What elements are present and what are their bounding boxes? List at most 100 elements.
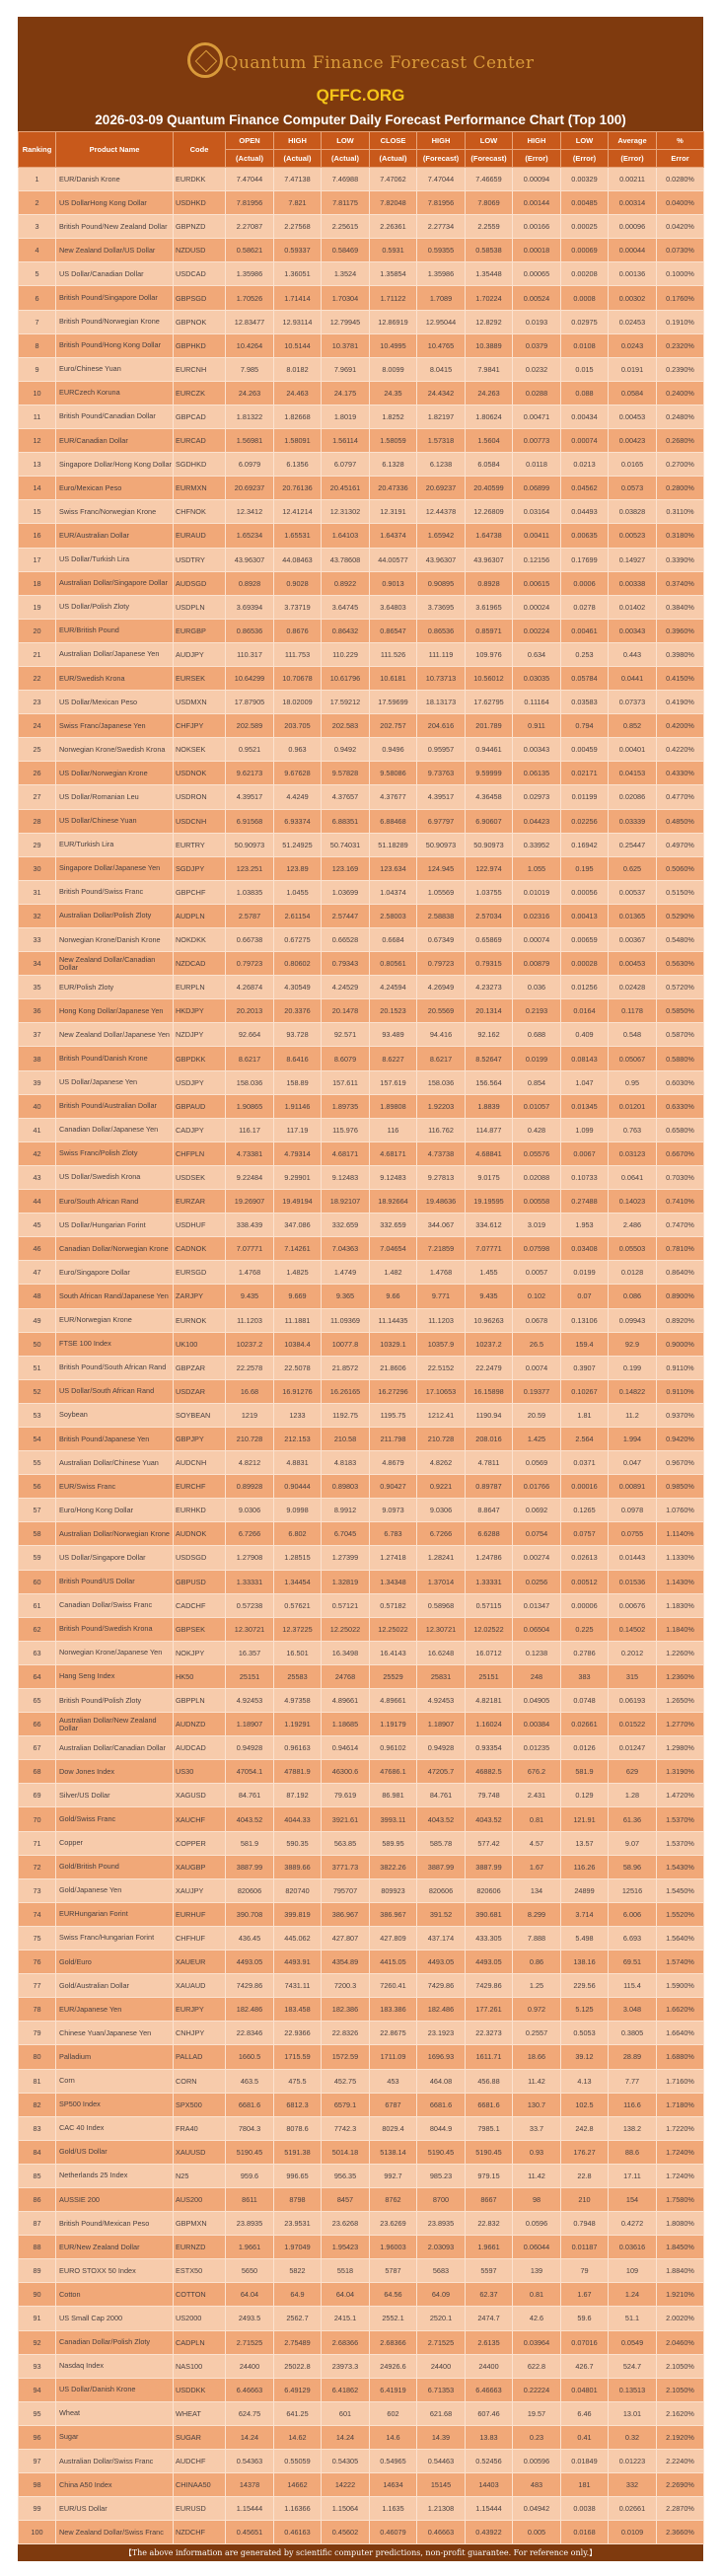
cell-close-actual: 0.46079 xyxy=(369,2520,417,2545)
cell-low-error: 0.10733 xyxy=(560,1164,609,1191)
cell-low-forecast: 7.07771 xyxy=(465,1236,513,1262)
cell-percent-error: 2.2240% xyxy=(656,2448,704,2474)
cell-low-error: 0.10267 xyxy=(560,1378,609,1404)
cell-open-actual: 10.64299 xyxy=(225,665,274,692)
cell-high-error: 0.07598 xyxy=(512,1236,561,1262)
cell-open-actual: 1.81322 xyxy=(225,404,274,430)
cell-product-name: Canadian Dollar/Japanese Yen xyxy=(55,1117,174,1142)
cell-low-actual: 8.6079 xyxy=(321,1046,370,1071)
cell-close-actual: 4.89661 xyxy=(369,1687,417,1714)
cell-product-name: US Dollar/Singapore Dollar xyxy=(55,1545,174,1571)
cell-high-actual: 820740 xyxy=(273,1877,322,1903)
cell-close-actual: 47686.1 xyxy=(369,1759,417,1785)
cell-high-actual: 117.19 xyxy=(273,1117,322,1142)
cell-code: EURZAR xyxy=(173,1189,226,1214)
cell-average-error: 0.01443 xyxy=(608,1545,657,1571)
cell-low-forecast: 1.16024 xyxy=(465,1712,513,1737)
cell-high-forecast: 1.4768 xyxy=(416,1260,466,1286)
cell-code: HK50 xyxy=(173,1663,226,1690)
cell-product-name: Norwegian Krone/Japanese Yen xyxy=(55,1640,174,1665)
cell-high-actual: 0.90444 xyxy=(273,1474,322,1500)
cell-code: FRA40 xyxy=(173,2115,226,2141)
cell-percent-error: 0.4190% xyxy=(656,690,704,715)
cell-product-name: British Pound/Danish Krone xyxy=(55,1046,174,1071)
table-row: 18 Australian Dollar/Singapore Dollar AUDS… xyxy=(18,570,704,596)
cell-close-actual: 10.4995 xyxy=(369,332,417,358)
cell-rank: 95 xyxy=(18,2400,56,2426)
cell-average-error: 0.01365 xyxy=(608,903,657,929)
cell-product-name: Wheat xyxy=(55,2400,174,2426)
cell-rank: 25 xyxy=(18,737,56,763)
cell-close-actual: 1.8252 xyxy=(369,404,417,430)
cell-high-error: 0.00773 xyxy=(512,428,561,454)
cell-close-actual: 1.64374 xyxy=(369,523,417,549)
cell-product-name: Euro/Singapore Dollar xyxy=(55,1260,174,1286)
cell-high-error: 0.93 xyxy=(512,2139,561,2165)
cell-percent-error: 0.5870% xyxy=(656,1022,704,1048)
cell-open-actual: 1.18907 xyxy=(225,1712,274,1737)
cell-high-actual: 22.5078 xyxy=(273,1355,322,1380)
cell-percent-error: 1.7240% xyxy=(656,2163,704,2188)
cell-open-actual: 182.486 xyxy=(225,1997,274,2023)
cell-high-actual: 23.9531 xyxy=(273,2211,322,2237)
cell-rank: 20 xyxy=(18,618,56,643)
cell-percent-error: 1.5430% xyxy=(656,1854,704,1879)
cell-open-actual: 7.07771 xyxy=(225,1236,274,1262)
cell-high-forecast: 3887.99 xyxy=(416,1854,466,1879)
cell-low-forecast: 24.263 xyxy=(465,380,513,405)
table-row: 84 Gold/US Dollar XAUUSD 5190.45 5191.38 5014… xyxy=(18,2139,704,2165)
cell-open-actual: 17.87905 xyxy=(225,690,274,715)
cell-rank: 27 xyxy=(18,784,56,810)
cell-high-actual: 5191.38 xyxy=(273,2139,322,2165)
cell-rank: 50 xyxy=(18,1331,56,1357)
cell-low-error: 0.015 xyxy=(560,356,609,382)
cell-product-name: FTSE 100 Index xyxy=(55,1331,174,1357)
table-row: 96 Sugar SUGAR 14.24 14.62 14.24 14.6 14.39 13.8… xyxy=(18,2424,704,2451)
cell-product-name: Australian Dollar/Canadian Dollar xyxy=(55,1735,174,1761)
cell-product-name: Canadian Dollar/Norwegian Krone xyxy=(55,1236,174,1262)
cell-open-actual: 2.27087 xyxy=(225,214,274,240)
cell-close-actual: 589.95 xyxy=(369,1830,417,1856)
cell-high-actual: 19.49194 xyxy=(273,1189,322,1214)
cell-high-actual: 4.79314 xyxy=(273,1141,322,1166)
cell-rank: 2 xyxy=(18,190,56,216)
cell-low-actual: 0.86432 xyxy=(321,618,370,643)
cell-low-actual: 11.09369 xyxy=(321,1307,370,1333)
cell-high-error: 0.428 xyxy=(512,1117,561,1142)
cell-product-name: SP500 Index xyxy=(55,2092,174,2117)
cell-code: CORN xyxy=(173,2068,226,2094)
cell-low-actual: 79.619 xyxy=(321,1783,370,1808)
cell-code: EURNOK xyxy=(173,1307,226,1333)
cell-code: AUDCHF xyxy=(173,2448,226,2474)
cell-open-actual: 3887.99 xyxy=(225,1854,274,1879)
cell-average-error: 0.086 xyxy=(608,1284,657,1309)
cell-low-error: 1.67 xyxy=(560,2282,609,2308)
cell-code: USDCAD xyxy=(173,261,226,287)
table-row: 63 Norwegian Krone/Japanese Yen NOKJPY 16.3… xyxy=(18,1640,704,1665)
cell-average-error: 0.01536 xyxy=(608,1569,657,1594)
cell-low-error: 0.01256 xyxy=(560,975,609,1000)
table-row: 1 EUR/Danish Krone EURDKK 7.47044 7.47138 7.4… xyxy=(18,166,704,192)
cell-high-forecast: 14.39 xyxy=(416,2424,466,2451)
cell-high-actual: 12.37225 xyxy=(273,1616,322,1642)
cell-average-error: 0.763 xyxy=(608,1117,657,1142)
cell-code: EURDKK xyxy=(173,166,226,192)
cell-low-actual: 1.18685 xyxy=(321,1712,370,1737)
table-row: 45 US Dollar/Hungarian Forint USDHUF 338.43… xyxy=(18,1213,704,1238)
cell-average-error: 0.0243 xyxy=(608,332,657,358)
cell-high-actual: 8.0182 xyxy=(273,356,322,382)
cell-product-name: CAC 40 Index xyxy=(55,2115,174,2141)
cell-rank: 29 xyxy=(18,832,56,857)
cell-high-error: 0.00018 xyxy=(512,238,561,263)
cell-close-actual: 86.981 xyxy=(369,1783,417,1808)
cell-low-actual: 1572.59 xyxy=(321,2044,370,2070)
table-row: 12 EUR/Canadian Dollar EURCAD 1.56981 1.5809… xyxy=(18,428,704,454)
col-low-actual: LOW xyxy=(321,131,370,150)
cell-close-actual: 44.00577 xyxy=(369,547,417,572)
cell-rank: 7 xyxy=(18,309,56,334)
cell-low-actual: 8.9912 xyxy=(321,1498,370,1523)
cell-code: GBPZAR xyxy=(173,1355,226,1380)
cell-high-error: 0.00879 xyxy=(512,951,561,977)
cell-close-actual: 3.64803 xyxy=(369,594,417,620)
cell-average-error: 0.0109 xyxy=(608,2520,657,2545)
